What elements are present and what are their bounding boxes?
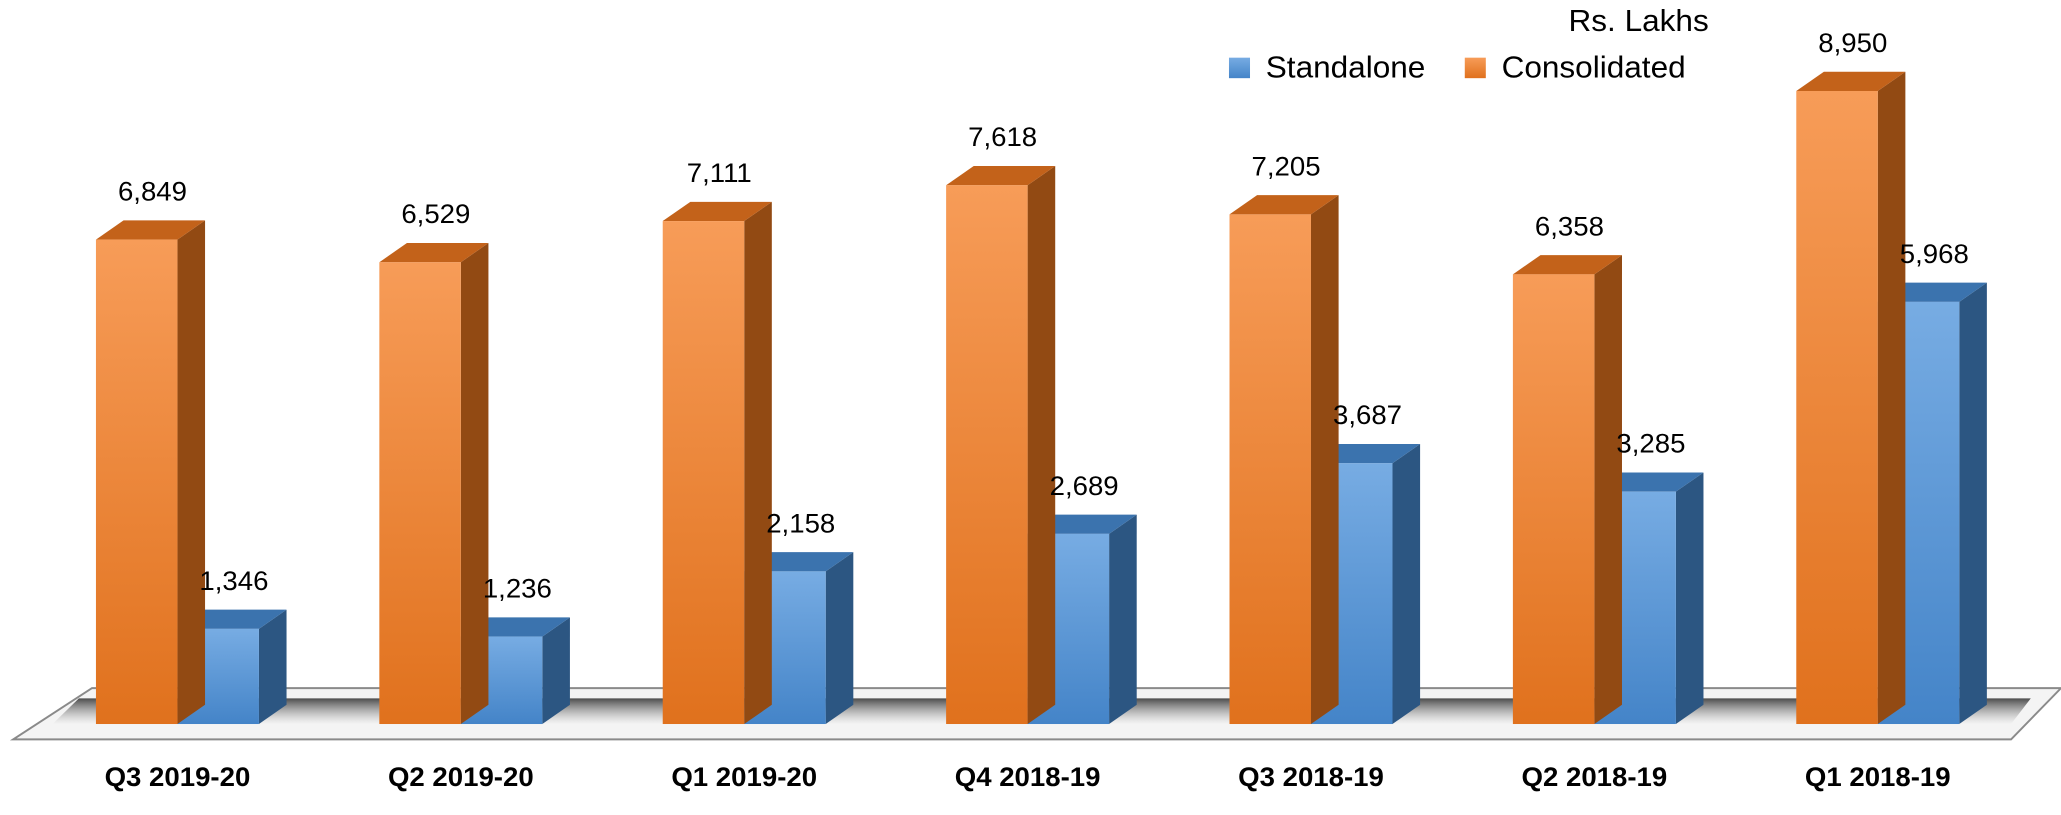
x-tick-label: Q1 2019-20 [671, 762, 817, 793]
bar-side [460, 242, 489, 725]
unit-label: Rs. Lakhs [1569, 4, 1709, 39]
data-label: 2,158 [766, 508, 835, 539]
bar-side [1392, 444, 1421, 725]
bar [95, 239, 178, 725]
bar-top [662, 201, 772, 222]
bar-side [258, 609, 287, 725]
data-label: 7,205 [1251, 151, 1320, 182]
bar-side [1310, 195, 1339, 725]
data-label: 1,236 [483, 573, 552, 604]
bar-side [542, 617, 570, 725]
bar-side [1877, 71, 1906, 725]
x-tick-label: Q3 2019-20 [105, 762, 251, 793]
data-label: 3,687 [1333, 400, 1402, 431]
data-label: 6,849 [118, 176, 187, 207]
bar-top [95, 220, 206, 240]
bar-top [1796, 71, 1906, 91]
bar-side [1675, 472, 1704, 725]
data-label: 7,618 [968, 121, 1037, 152]
bar-side [177, 220, 206, 725]
data-label: 7,111 [687, 157, 752, 188]
x-tick-label: Q2 2018-19 [1522, 762, 1668, 793]
bar [1229, 214, 1311, 725]
x-tick-label: Q2 2019-20 [388, 762, 534, 793]
legend-swatch [1464, 57, 1486, 79]
bar [379, 262, 461, 725]
bar-side [1027, 165, 1056, 725]
bar-top [1512, 255, 1622, 275]
bar [1796, 90, 1878, 725]
data-label: 5,968 [1900, 238, 1969, 269]
bar-side [1109, 514, 1137, 725]
data-label: 6,358 [1535, 211, 1604, 242]
bar-top [946, 165, 1056, 186]
legend-label: Standalone [1266, 50, 1426, 85]
bars [95, 71, 1987, 725]
data-label: 3,285 [1616, 428, 1685, 459]
data-label: 6,529 [401, 199, 470, 230]
bar [946, 185, 1028, 725]
bar-side [825, 552, 854, 725]
x-tick-label: Q3 2018-19 [1238, 762, 1384, 793]
data-label: 8,950 [1818, 27, 1887, 58]
x-tick-label: Q4 2018-19 [955, 762, 1101, 793]
bar-side [1959, 282, 1987, 725]
data-label: 1,346 [199, 565, 268, 596]
data-label: 2,689 [1050, 470, 1119, 501]
legend-swatch [1228, 57, 1251, 79]
bar-side [744, 201, 772, 725]
legend-label: Consolidated [1502, 50, 1686, 85]
bar-top [379, 242, 489, 263]
bar-top [1229, 195, 1339, 215]
x-tick-label: Q1 2018-19 [1805, 762, 1951, 793]
bar [1512, 274, 1595, 725]
bar-side [1594, 255, 1622, 725]
bar [662, 221, 745, 725]
